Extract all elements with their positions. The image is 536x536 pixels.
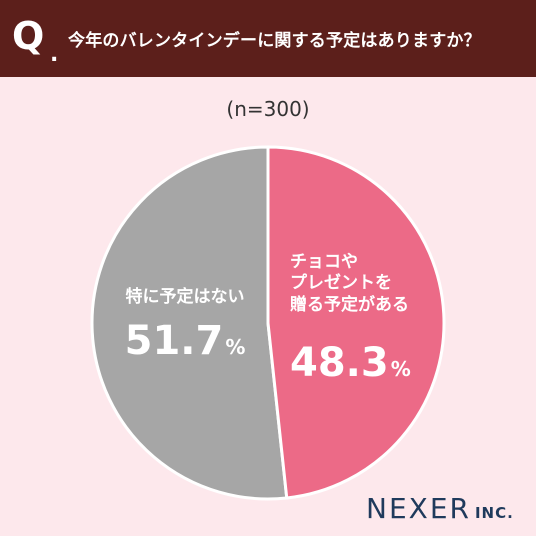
question-text: 今年のバレンタインデーに関する予定はありますか？ bbox=[68, 31, 481, 51]
question-header: Q . 今年のバレンタインデーに関する予定はありますか？ bbox=[0, 0, 536, 77]
sample-size: (n=300) bbox=[226, 97, 310, 121]
logo-main: NEXER bbox=[366, 492, 471, 525]
q-letter: Q bbox=[12, 14, 45, 58]
slice-value-none: 51.7% bbox=[100, 316, 270, 366]
slice-value-gift-number: 48.3 bbox=[290, 340, 389, 386]
slice-label-none: 特に予定はない bbox=[125, 287, 245, 307]
logo-suffix: INC. bbox=[474, 504, 514, 522]
slice-value-none-number: 51.7 bbox=[124, 318, 224, 364]
slice-label-gift-line: プレゼントを bbox=[290, 273, 392, 294]
pie-slice-gift bbox=[266, 145, 446, 500]
slice-label-gift-line: 贈る予定がある bbox=[290, 294, 409, 315]
slice-label-gift-line: チョコや bbox=[290, 252, 358, 272]
nexer-logo: NEXER INC. bbox=[366, 492, 514, 525]
slice-value-gift-unit: % bbox=[390, 357, 411, 381]
pie-slice-none bbox=[90, 145, 289, 501]
q-dot: . bbox=[50, 42, 59, 67]
slice-label-gift: チョコや プレゼントを 贈る予定がある bbox=[290, 252, 450, 316]
slice-value-none-unit: % bbox=[225, 335, 246, 359]
slice-value-gift: 48.3% bbox=[290, 338, 450, 388]
